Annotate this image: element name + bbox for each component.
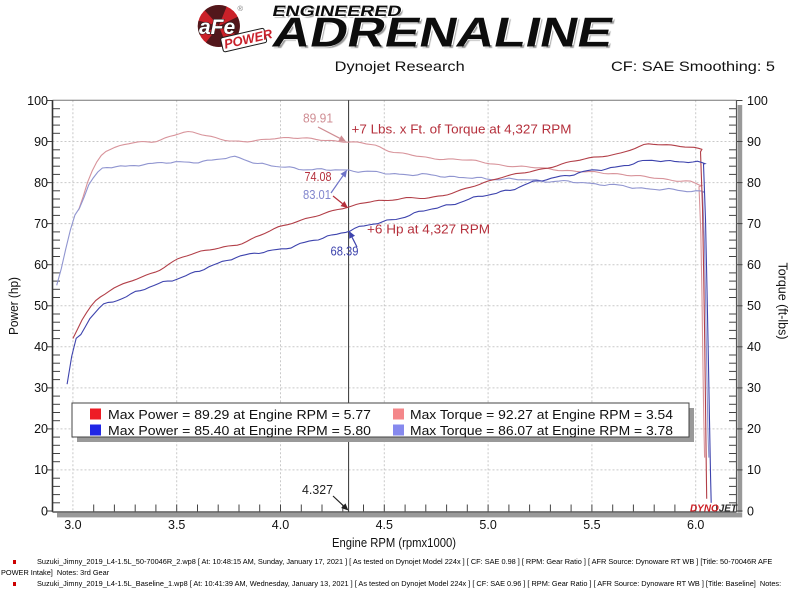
svg-text:30: 30 <box>34 381 48 395</box>
svg-text:Max Torque = 86.07 at Engine R: Max Torque = 86.07 at Engine RPM = 3.78 <box>410 424 673 438</box>
svg-text:50: 50 <box>747 299 761 313</box>
svg-text:3.0: 3.0 <box>64 518 81 532</box>
svg-text:60: 60 <box>747 258 761 272</box>
svg-text:70: 70 <box>34 217 48 231</box>
svg-text:®: ® <box>238 4 244 13</box>
svg-text:40: 40 <box>747 340 761 354</box>
svg-text:3.5: 3.5 <box>168 518 185 532</box>
svg-text:Max Torque = 92.27 at Engine R: Max Torque = 92.27 at Engine RPM = 3.54 <box>410 408 673 422</box>
svg-text:aFe: aFe <box>199 16 236 39</box>
svg-text:Max Power = 85.40 at Engine RP: Max Power = 85.40 at Engine RPM = 5.80 <box>108 424 371 438</box>
svg-text:Max Power = 89.29 at Engine RP: Max Power = 89.29 at Engine RPM = 5.77 <box>108 408 371 422</box>
svg-text:80: 80 <box>34 176 48 190</box>
svg-text:10: 10 <box>34 463 48 477</box>
svg-text:4.0: 4.0 <box>272 518 289 532</box>
svg-text:50: 50 <box>34 299 48 313</box>
svg-text:74.08: 74.08 <box>305 170 332 184</box>
svg-text:100: 100 <box>747 94 768 108</box>
svg-text:CF: SAE Smoothing: 5: CF: SAE Smoothing: 5 <box>611 58 775 74</box>
svg-text:68.39: 68.39 <box>331 245 359 259</box>
svg-text:90: 90 <box>34 135 48 149</box>
svg-text:Dynojet Research: Dynojet Research <box>335 58 465 74</box>
svg-text:5.0: 5.0 <box>479 518 496 532</box>
svg-text:20: 20 <box>747 422 761 436</box>
svg-text:4.5: 4.5 <box>376 518 393 532</box>
svg-text:Engine RPM (rpmx1000): Engine RPM (rpmx1000) <box>332 536 456 550</box>
svg-text:90: 90 <box>747 135 761 149</box>
svg-text:5.5: 5.5 <box>583 518 600 532</box>
svg-text:100: 100 <box>27 94 48 108</box>
svg-text:10: 10 <box>747 463 761 477</box>
svg-text:+7 Lbs. x Ft. of Torque at 4,3: +7 Lbs. x Ft. of Torque at 4,327 RPM <box>352 123 572 137</box>
svg-text:0: 0 <box>747 504 754 518</box>
svg-text:80: 80 <box>747 176 761 190</box>
svg-text:0: 0 <box>41 504 48 518</box>
svg-text:60: 60 <box>34 258 48 272</box>
svg-text:20: 20 <box>34 422 48 436</box>
svg-text:DYNOJET: DYNOJET <box>690 504 738 515</box>
svg-text:Torque (ft-lbs): Torque (ft-lbs) <box>776 263 790 340</box>
svg-text:89.91: 89.91 <box>303 112 333 126</box>
svg-text:4.327: 4.327 <box>302 483 333 497</box>
svg-text:30: 30 <box>747 381 761 395</box>
svg-text:70: 70 <box>747 217 761 231</box>
svg-text:+6 Hp at 4,327 RPM: +6 Hp at 4,327 RPM <box>367 223 490 237</box>
svg-text:6.0: 6.0 <box>687 518 704 532</box>
svg-text:83.01: 83.01 <box>303 188 331 202</box>
svg-text:Power (hp): Power (hp) <box>7 277 21 335</box>
svg-text:40: 40 <box>34 340 48 354</box>
